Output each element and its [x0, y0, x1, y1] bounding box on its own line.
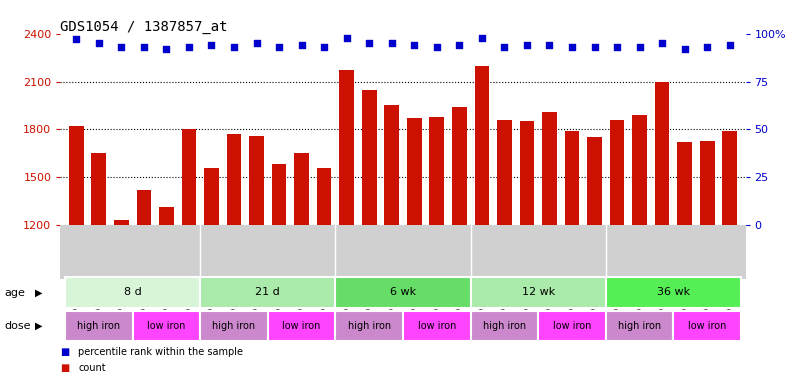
Point: [182, 44, 195, 50]
Bar: [606, 278, 741, 308]
Text: 36 wk: 36 wk: [657, 287, 690, 297]
Text: 12 wk: 12 wk: [521, 287, 555, 297]
Text: high iron: high iron: [77, 321, 120, 331]
Point: [656, 40, 669, 46]
Text: 6 wk: 6 wk: [390, 287, 416, 297]
Bar: [335, 278, 471, 308]
Bar: [181, 129, 196, 225]
Text: age: age: [4, 288, 25, 297]
Bar: [610, 120, 625, 225]
Text: high iron: high iron: [483, 321, 526, 331]
Bar: [204, 168, 218, 225]
Point: [679, 46, 692, 52]
Bar: [294, 153, 309, 225]
Text: 8 d: 8 d: [123, 287, 141, 297]
Bar: [654, 82, 670, 225]
Text: low iron: low iron: [688, 321, 726, 331]
Bar: [335, 311, 403, 341]
Text: ■: ■: [60, 347, 69, 357]
Point: [93, 40, 106, 46]
Bar: [69, 126, 84, 225]
Bar: [114, 220, 129, 225]
Point: [205, 42, 218, 48]
Bar: [674, 311, 741, 341]
Text: count: count: [78, 363, 106, 373]
Point: [700, 44, 713, 50]
Bar: [159, 207, 174, 225]
Bar: [272, 164, 286, 225]
Point: [227, 44, 240, 50]
Point: [160, 46, 172, 52]
Point: [340, 34, 353, 40]
Point: [70, 36, 83, 42]
Bar: [542, 112, 557, 225]
Bar: [677, 142, 692, 225]
Point: [588, 44, 601, 50]
Bar: [407, 118, 422, 225]
Point: [723, 42, 736, 48]
Point: [385, 40, 398, 46]
Bar: [565, 131, 580, 225]
Text: high iron: high iron: [618, 321, 661, 331]
Point: [250, 40, 263, 46]
Point: [114, 44, 127, 50]
Bar: [65, 278, 200, 308]
Point: [137, 44, 150, 50]
Text: low iron: low iron: [147, 321, 185, 331]
Point: [295, 42, 308, 48]
Bar: [606, 311, 674, 341]
Text: percentile rank within the sample: percentile rank within the sample: [78, 347, 243, 357]
Bar: [700, 141, 715, 225]
Point: [521, 42, 534, 48]
Bar: [136, 190, 152, 225]
Bar: [475, 66, 489, 225]
Text: low iron: low iron: [282, 321, 321, 331]
Point: [318, 44, 330, 50]
Text: dose: dose: [4, 321, 31, 331]
Text: ■: ■: [60, 363, 69, 373]
Point: [272, 44, 285, 50]
Bar: [403, 311, 471, 341]
Point: [543, 42, 556, 48]
Bar: [249, 136, 264, 225]
Text: GDS1054 / 1387857_at: GDS1054 / 1387857_at: [60, 20, 228, 34]
Bar: [384, 105, 399, 225]
Point: [634, 44, 646, 50]
Bar: [722, 131, 737, 225]
Bar: [268, 311, 335, 341]
Text: 21 d: 21 d: [256, 287, 280, 297]
Bar: [471, 311, 538, 341]
Bar: [200, 278, 335, 308]
Point: [430, 44, 443, 50]
Text: low iron: low iron: [418, 321, 456, 331]
Bar: [132, 311, 200, 341]
Point: [363, 40, 376, 46]
Text: high iron: high iron: [347, 321, 391, 331]
Bar: [497, 120, 512, 225]
Text: low iron: low iron: [553, 321, 592, 331]
Bar: [65, 311, 132, 341]
Text: ▶: ▶: [35, 321, 42, 331]
Point: [566, 44, 579, 50]
Bar: [430, 117, 444, 225]
Point: [611, 44, 624, 50]
Bar: [588, 137, 602, 225]
Text: high iron: high iron: [213, 321, 256, 331]
Bar: [538, 311, 606, 341]
Bar: [317, 168, 331, 225]
Bar: [471, 278, 606, 308]
Point: [476, 34, 488, 40]
Bar: [362, 90, 376, 225]
Bar: [520, 122, 534, 225]
Point: [408, 42, 421, 48]
Text: ▶: ▶: [35, 288, 42, 297]
Bar: [632, 115, 647, 225]
Bar: [339, 70, 354, 225]
Point: [453, 42, 466, 48]
Bar: [91, 153, 106, 225]
Bar: [226, 134, 241, 225]
Bar: [200, 311, 268, 341]
Bar: [452, 107, 467, 225]
Point: [498, 44, 511, 50]
